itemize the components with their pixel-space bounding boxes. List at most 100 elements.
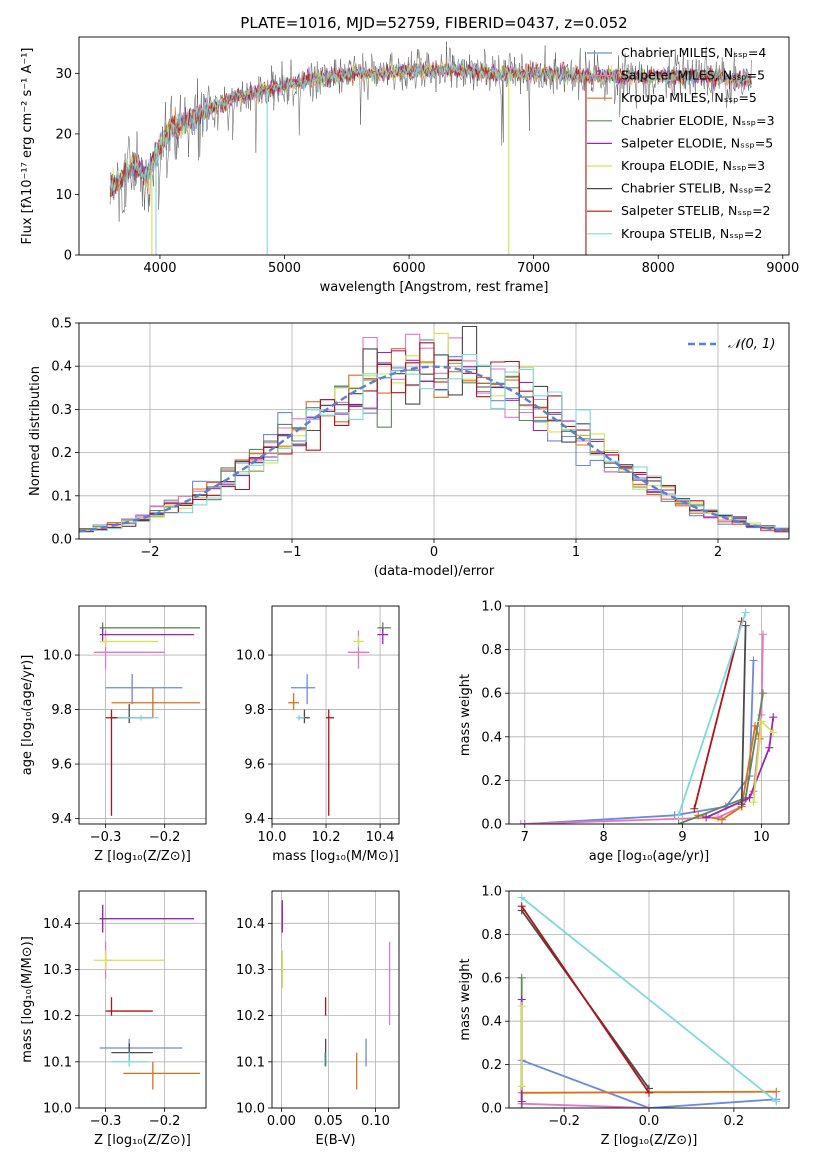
point-chabrier_miles bbox=[99, 1038, 183, 1062]
y-tick-label: 0.4 bbox=[481, 1015, 502, 1030]
x-tick-label: −0.2 bbox=[149, 1114, 181, 1129]
point-salpeter_elodie bbox=[377, 627, 389, 645]
point-kroupa_stelib bbox=[296, 715, 305, 721]
y-tick-label: 9.8 bbox=[244, 703, 265, 718]
x-tick-label: −2 bbox=[140, 545, 159, 560]
x-tick-label: 4000 bbox=[143, 261, 176, 276]
series-line bbox=[524, 660, 755, 824]
series-line bbox=[693, 621, 743, 809]
y-axis-label: Flux [fλ10⁻¹⁷ erg cm⁻² s⁻¹ A⁻¹] bbox=[20, 48, 35, 245]
x-tick-label: −0.3 bbox=[90, 830, 122, 845]
normal-curve bbox=[79, 365, 789, 533]
data-marker bbox=[645, 1088, 653, 1097]
data-marker bbox=[758, 630, 767, 639]
x-axis-label: wavelength [Angstrom, rest frame] bbox=[320, 280, 549, 295]
data-marker bbox=[690, 804, 699, 813]
panel-mass_vs_Z: −0.3 −0.2 10.0 10.1 10.2 10.3 10.4 Z [log₁₀(Z/Z… bbox=[20, 890, 207, 1148]
series-salpeter_elodie bbox=[702, 713, 778, 822]
y-tick-label: 10.3 bbox=[236, 963, 265, 978]
axes-frame bbox=[508, 890, 790, 1109]
y-axis-label: mass weight bbox=[458, 674, 473, 756]
x-tick-label: 0.2 bbox=[724, 1114, 745, 1129]
x-tick-label: 5000 bbox=[268, 261, 301, 276]
data-marker bbox=[516, 820, 525, 824]
legend: 𝒩(0, 1) bbox=[688, 337, 775, 352]
x-axis-label: Z [log₁₀(Z/Z⊙)] bbox=[94, 1133, 191, 1148]
legend-label: Chabrier MILES, Nₛₛₚ=4 bbox=[621, 45, 766, 60]
point-kroupa_miles bbox=[288, 693, 300, 710]
y-tick-label: 0.0 bbox=[51, 533, 72, 548]
chart-title: PLATE=1016, MJD=52759, FIBERID=0437, z=0… bbox=[240, 14, 627, 32]
series-line bbox=[521, 896, 777, 1103]
y-tick-label: 9.6 bbox=[51, 758, 72, 773]
point-salpeter_stelib bbox=[326, 709, 335, 816]
data-marker bbox=[765, 743, 774, 752]
point-kroupa_stelib bbox=[117, 715, 159, 721]
x-tick-label: 8000 bbox=[642, 261, 675, 276]
data-marker bbox=[745, 793, 754, 802]
y-tick-label: 0.8 bbox=[481, 643, 502, 658]
y-axis-label: mass [log₁₀(M/M⊙)] bbox=[20, 936, 35, 1063]
plot-area bbox=[281, 900, 391, 1090]
x-tick-label: 0.05 bbox=[314, 1114, 343, 1129]
x-tick-label: −0.2 bbox=[149, 830, 181, 845]
data-marker bbox=[517, 1082, 526, 1091]
data-marker bbox=[517, 1002, 526, 1011]
axes-frame bbox=[271, 605, 400, 825]
axes-frame bbox=[78, 36, 790, 256]
y-tick-label: 10.3 bbox=[43, 963, 72, 978]
x-tick-label: 0.00 bbox=[267, 1114, 296, 1129]
axes-frame bbox=[78, 605, 207, 825]
panel-age_vs_Z: −0.3 −0.2 9.4 9.6 9.8 10.0 Z [log₁₀(Z/Z⊙)] age … bbox=[20, 605, 207, 864]
point-kroupa_elodie bbox=[99, 635, 159, 647]
data-marker bbox=[749, 798, 758, 807]
point-kroupa_miles bbox=[123, 1061, 201, 1090]
x-tick-label: 0.10 bbox=[361, 1114, 390, 1129]
y-tick-label: 10.0 bbox=[43, 1102, 72, 1117]
y-tick-label: 10.4 bbox=[43, 917, 72, 932]
panel-age_vs_mass: 10.0 10.2 10.4 9.4 9.6 9.8 10.0 mass [log₁₀(M/M… bbox=[236, 605, 400, 864]
series-kroupa_elodie bbox=[749, 717, 778, 807]
axes-frame bbox=[508, 605, 790, 825]
x-tick-label: 10.2 bbox=[312, 830, 341, 845]
y-tick-label: 10.2 bbox=[43, 1009, 72, 1024]
point-chabrier_miles bbox=[105, 674, 183, 705]
point-kroupa_stelib bbox=[111, 1052, 147, 1067]
data-marker bbox=[517, 893, 526, 902]
plot-area bbox=[93, 622, 201, 816]
y-tick-label: 1.0 bbox=[481, 885, 502, 900]
y-tick-label: 0.2 bbox=[481, 774, 502, 789]
y-tick-label: 0.4 bbox=[481, 730, 502, 745]
x-tick-label: 10 bbox=[753, 830, 770, 845]
panel-weight_vs_age: 7 8 9 10 0.0 0.2 0.4 0.6 0.8 1.0 age [log₁₀(age/yr… bbox=[458, 600, 790, 864]
x-tick-label: 10.4 bbox=[366, 830, 395, 845]
data-marker bbox=[645, 1104, 653, 1108]
y-tick-label: 1.0 bbox=[481, 600, 502, 615]
legend: Chabrier MILES, Nₛₛₚ=4 Salpeter MILES, Nₛ… bbox=[587, 45, 775, 241]
x-tick-label: −1 bbox=[282, 545, 301, 560]
series-kroupa_stelib bbox=[517, 893, 781, 1106]
y-axis-label: age [log₁₀(age/yr)] bbox=[20, 655, 35, 776]
y-tick-label: 0.6 bbox=[481, 971, 502, 986]
y-tick-label: 0.2 bbox=[481, 1058, 502, 1073]
panel-residuals: −2 −1 0 1 2 0.0 0.1 0.2 0.3 0.4 0.5 (data-model)/er… bbox=[28, 317, 790, 579]
series-line bbox=[705, 717, 775, 819]
data-marker bbox=[772, 1097, 781, 1106]
x-tick-label: 2 bbox=[714, 545, 722, 560]
y-tick-label: 10.1 bbox=[236, 1055, 265, 1070]
data-marker bbox=[737, 800, 746, 809]
data-marker bbox=[517, 1097, 526, 1106]
x-tick-label: −0.2 bbox=[548, 1114, 580, 1129]
y-tick-label: 9.4 bbox=[244, 812, 265, 827]
y-tick-label: 10.0 bbox=[236, 1102, 265, 1117]
series-salpeter_stelib bbox=[690, 617, 746, 813]
series-line bbox=[521, 1102, 650, 1108]
legend-label: Chabrier ELODIE, Nₛₛₚ=3 bbox=[621, 113, 775, 128]
series-chabrier_stelib bbox=[737, 621, 750, 809]
y-tick-label: 9.6 bbox=[244, 758, 265, 773]
histogram-salpeter_stelib bbox=[79, 342, 789, 532]
data-marker bbox=[757, 717, 766, 726]
legend-label: Kroupa ELODIE, Nₛₛₚ=3 bbox=[621, 158, 765, 173]
point-chabrier_stelib bbox=[111, 704, 153, 724]
